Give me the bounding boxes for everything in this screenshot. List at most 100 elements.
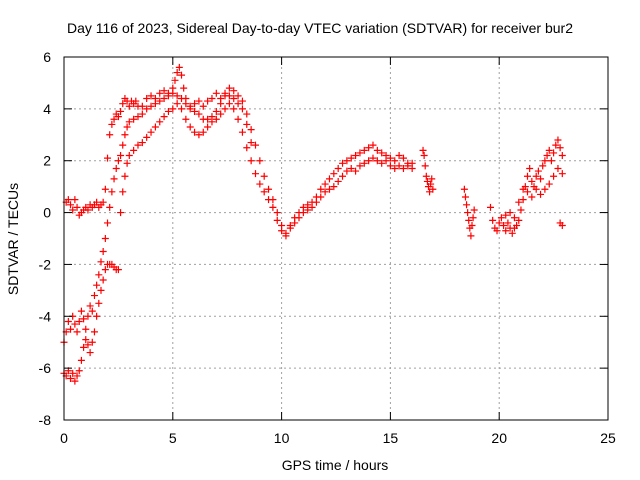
data-point (147, 92, 155, 100)
data-point (552, 141, 560, 149)
data-point (138, 110, 146, 118)
data-point (67, 325, 75, 333)
data-point (334, 177, 342, 185)
plot-frame (63, 56, 609, 421)
data-point (378, 159, 386, 167)
data-point (86, 349, 94, 357)
y-tick-label: 6 (43, 49, 51, 65)
data-point (427, 180, 435, 188)
data-point (160, 94, 168, 102)
data-point (373, 146, 381, 154)
data-point (108, 188, 116, 196)
data-point (182, 100, 190, 108)
data-point (80, 343, 88, 351)
data-point (325, 175, 333, 183)
x-tick-label: 10 (274, 430, 290, 446)
data-point (537, 175, 545, 183)
data-point (419, 146, 427, 154)
data-point (143, 105, 151, 113)
data-point (365, 157, 373, 165)
data-point (486, 203, 494, 211)
data-point (395, 162, 403, 170)
data-point (251, 141, 259, 149)
y-tick-label: 4 (43, 101, 51, 117)
data-point (378, 149, 386, 157)
data-point (506, 209, 514, 217)
data-point (238, 128, 246, 136)
data-point (265, 196, 273, 204)
data-point (178, 94, 186, 102)
series-track-e (460, 185, 478, 240)
data-point (321, 188, 329, 196)
data-point (195, 97, 203, 105)
data-point (317, 185, 325, 193)
data-point (99, 276, 107, 284)
data-point (123, 123, 131, 131)
data-point (470, 206, 478, 214)
data-point (517, 206, 525, 214)
data-point (243, 120, 251, 128)
data-point (467, 232, 475, 240)
data-point (225, 100, 233, 108)
data-point (523, 188, 531, 196)
data-point (420, 152, 428, 160)
data-point (468, 222, 476, 230)
data-point (186, 105, 194, 113)
data-point (90, 328, 98, 336)
data-point (99, 247, 107, 255)
data-point (391, 157, 399, 165)
data-point (134, 113, 142, 121)
data-point (545, 146, 553, 154)
data-point (299, 209, 307, 217)
series-track-f (486, 136, 566, 237)
x-tick-label: 5 (169, 430, 177, 446)
data-point (260, 188, 268, 196)
data-point (204, 123, 212, 131)
data-point (204, 97, 212, 105)
data-point (75, 317, 83, 325)
data-point (82, 336, 90, 344)
data-point (95, 271, 103, 279)
data-point (64, 196, 72, 204)
data-point (119, 100, 127, 108)
data-point (97, 286, 105, 294)
grid-lines (64, 57, 608, 420)
data-point (175, 63, 183, 71)
data-point (369, 154, 377, 162)
data-point (199, 128, 207, 136)
data-point (554, 164, 562, 172)
data-point (67, 375, 75, 383)
data-point (119, 141, 127, 149)
data-point (230, 105, 238, 113)
data-point (73, 372, 81, 380)
data-point (504, 219, 512, 227)
data-point (343, 167, 351, 175)
data-point (125, 102, 133, 110)
data-point (88, 338, 96, 346)
data-point (169, 105, 177, 113)
data-point (321, 180, 329, 188)
data-point (508, 229, 516, 237)
data-point (117, 152, 125, 160)
data-point (208, 118, 216, 126)
data-point (208, 94, 216, 102)
data-point (221, 105, 229, 113)
data-point (130, 115, 138, 123)
y-tick-label: -2 (39, 256, 52, 272)
data-point (515, 216, 523, 224)
data-point (421, 162, 429, 170)
data-point (308, 203, 316, 211)
data-point (500, 222, 508, 230)
data-point (523, 172, 531, 180)
data-point (386, 154, 394, 162)
data-point (534, 167, 542, 175)
data-point (247, 139, 255, 147)
data-point (339, 172, 347, 180)
data-point (77, 307, 85, 315)
data-point (217, 110, 225, 118)
data-point (519, 196, 527, 204)
data-point (545, 180, 553, 188)
data-point (460, 185, 468, 193)
data-point (291, 219, 299, 227)
data-point (88, 307, 96, 315)
